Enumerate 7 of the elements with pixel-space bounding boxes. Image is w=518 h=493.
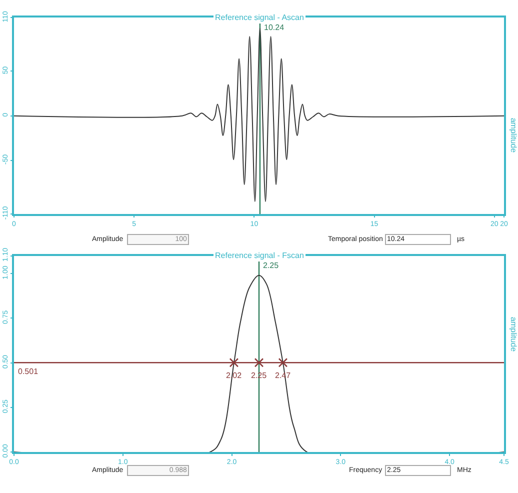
ref-line-label: 10.24 (264, 23, 285, 32)
ref-line-label: 2.25 (263, 261, 280, 270)
chart-title: Reference signal - Fscan (215, 251, 304, 260)
chart-title: Reference signal - Ascan (215, 13, 304, 22)
ref-line-label: 0.501 (18, 367, 39, 376)
y-axis-title: amplitude (508, 316, 518, 352)
y-axis-title: amplitude (508, 118, 518, 154)
